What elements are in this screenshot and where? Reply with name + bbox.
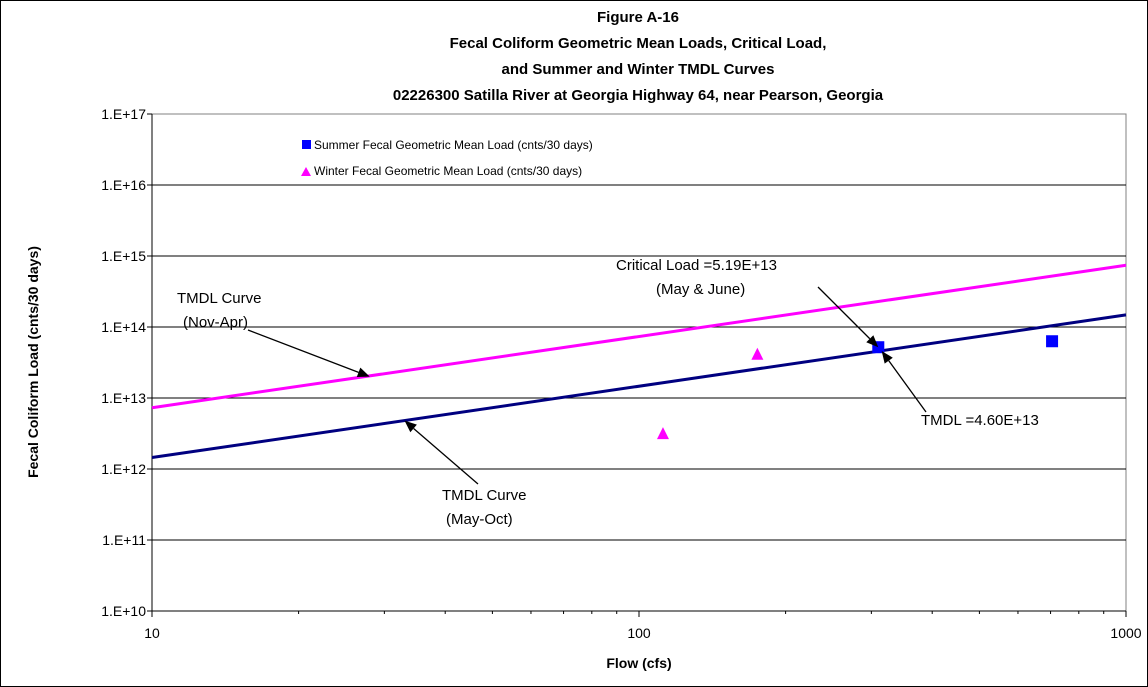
tmdl-nov-apr-arrow-head: [356, 367, 370, 378]
y-axis-title: Fecal Coliform Load (cnts/30 days): [25, 246, 41, 478]
winter-point: [751, 347, 764, 360]
tmdl-value-arrow-head: [881, 350, 893, 364]
anno-may-oct-line-1: TMDL Curve: [442, 487, 526, 504]
tmdl-value-arrow-line: [888, 360, 927, 413]
y-tick-label: 1.E+17: [101, 106, 146, 122]
anno-critical-line-1: Critical Load =5.19E+13: [616, 257, 777, 274]
anno-tmdl-value: TMDL =4.60E+13: [921, 412, 1039, 429]
grid-layer: [152, 184, 1126, 541]
y-tick-labels: 1.E+10 1.E+11 1.E+12 1.E+13 1.E+14 1.E+15 1.E+…: [101, 106, 146, 619]
legend: Summer Fecal Geometric Mean Load (cnts/3…: [301, 138, 593, 178]
title-line-2: Fecal Coliform Geometric Mean Loads, Cri…: [450, 35, 827, 52]
title-line-3: and Summer and Winter TMDL Curves: [502, 61, 775, 78]
y-tick-label: 1.E+12: [101, 461, 146, 477]
y-tick-label: 1.E+15: [101, 248, 146, 264]
y-tick-label: 1.E+10: [101, 603, 146, 619]
annotations: TMDL Curve (Nov-Apr) TMDL Curve (May-Oct…: [177, 257, 1039, 528]
title-line-1: Figure A-16: [597, 9, 679, 26]
x-tick-label: 10: [144, 625, 160, 641]
tmdl-may-oct-arrow-line: [413, 427, 479, 485]
chart-title: Figure A-16 Fecal Coliform Geometric Mea…: [393, 9, 884, 104]
winter-point: [656, 427, 669, 440]
y-tick-label: 1.E+11: [102, 532, 146, 548]
axis-layer: [147, 113, 1127, 617]
winter-tmdl-line: [151, 263, 1127, 410]
x-axis-title: Flow (cfs): [606, 655, 671, 671]
legend-winter-marker: [301, 167, 311, 176]
x-tick-labels: 10 100 1000: [144, 625, 1142, 641]
plot-area: [151, 113, 1127, 612]
y-tick-label: 1.E+14: [101, 319, 146, 335]
summer-point: [1046, 335, 1059, 348]
tmdl-lines: [151, 263, 1127, 460]
critical-load-arrow-line: [817, 286, 871, 340]
summer-tmdl-line: [151, 313, 1127, 460]
anno-may-oct-line-2: (May-Oct): [446, 511, 513, 528]
y-tick-label: 1.E+13: [101, 390, 146, 406]
legend-summer-label: Summer Fecal Geometric Mean Load (cnts/3…: [314, 138, 593, 152]
x-tick-label: 100: [627, 625, 651, 641]
tmdl-may-oct-arrow-head: [404, 420, 417, 433]
anno-nov-apr-line-1: TMDL Curve: [177, 290, 261, 307]
legend-summer-marker: [302, 140, 311, 149]
critical-load-arrow-head: [866, 335, 879, 348]
x-tick-label: 1000: [1110, 625, 1141, 641]
anno-nov-apr-line-2: (Nov-Apr): [183, 314, 248, 331]
tmdl-nov-apr-arrow-line: [247, 329, 359, 373]
annotation-arrows: [247, 286, 927, 485]
title-line-4: 02226300 Satilla River at Georgia Highwa…: [393, 87, 884, 104]
legend-winter-label: Winter Fecal Geometric Mean Load (cnts/3…: [314, 164, 582, 178]
y-tick-label: 1.E+16: [101, 177, 146, 193]
anno-critical-line-2: (May & June): [656, 281, 745, 298]
